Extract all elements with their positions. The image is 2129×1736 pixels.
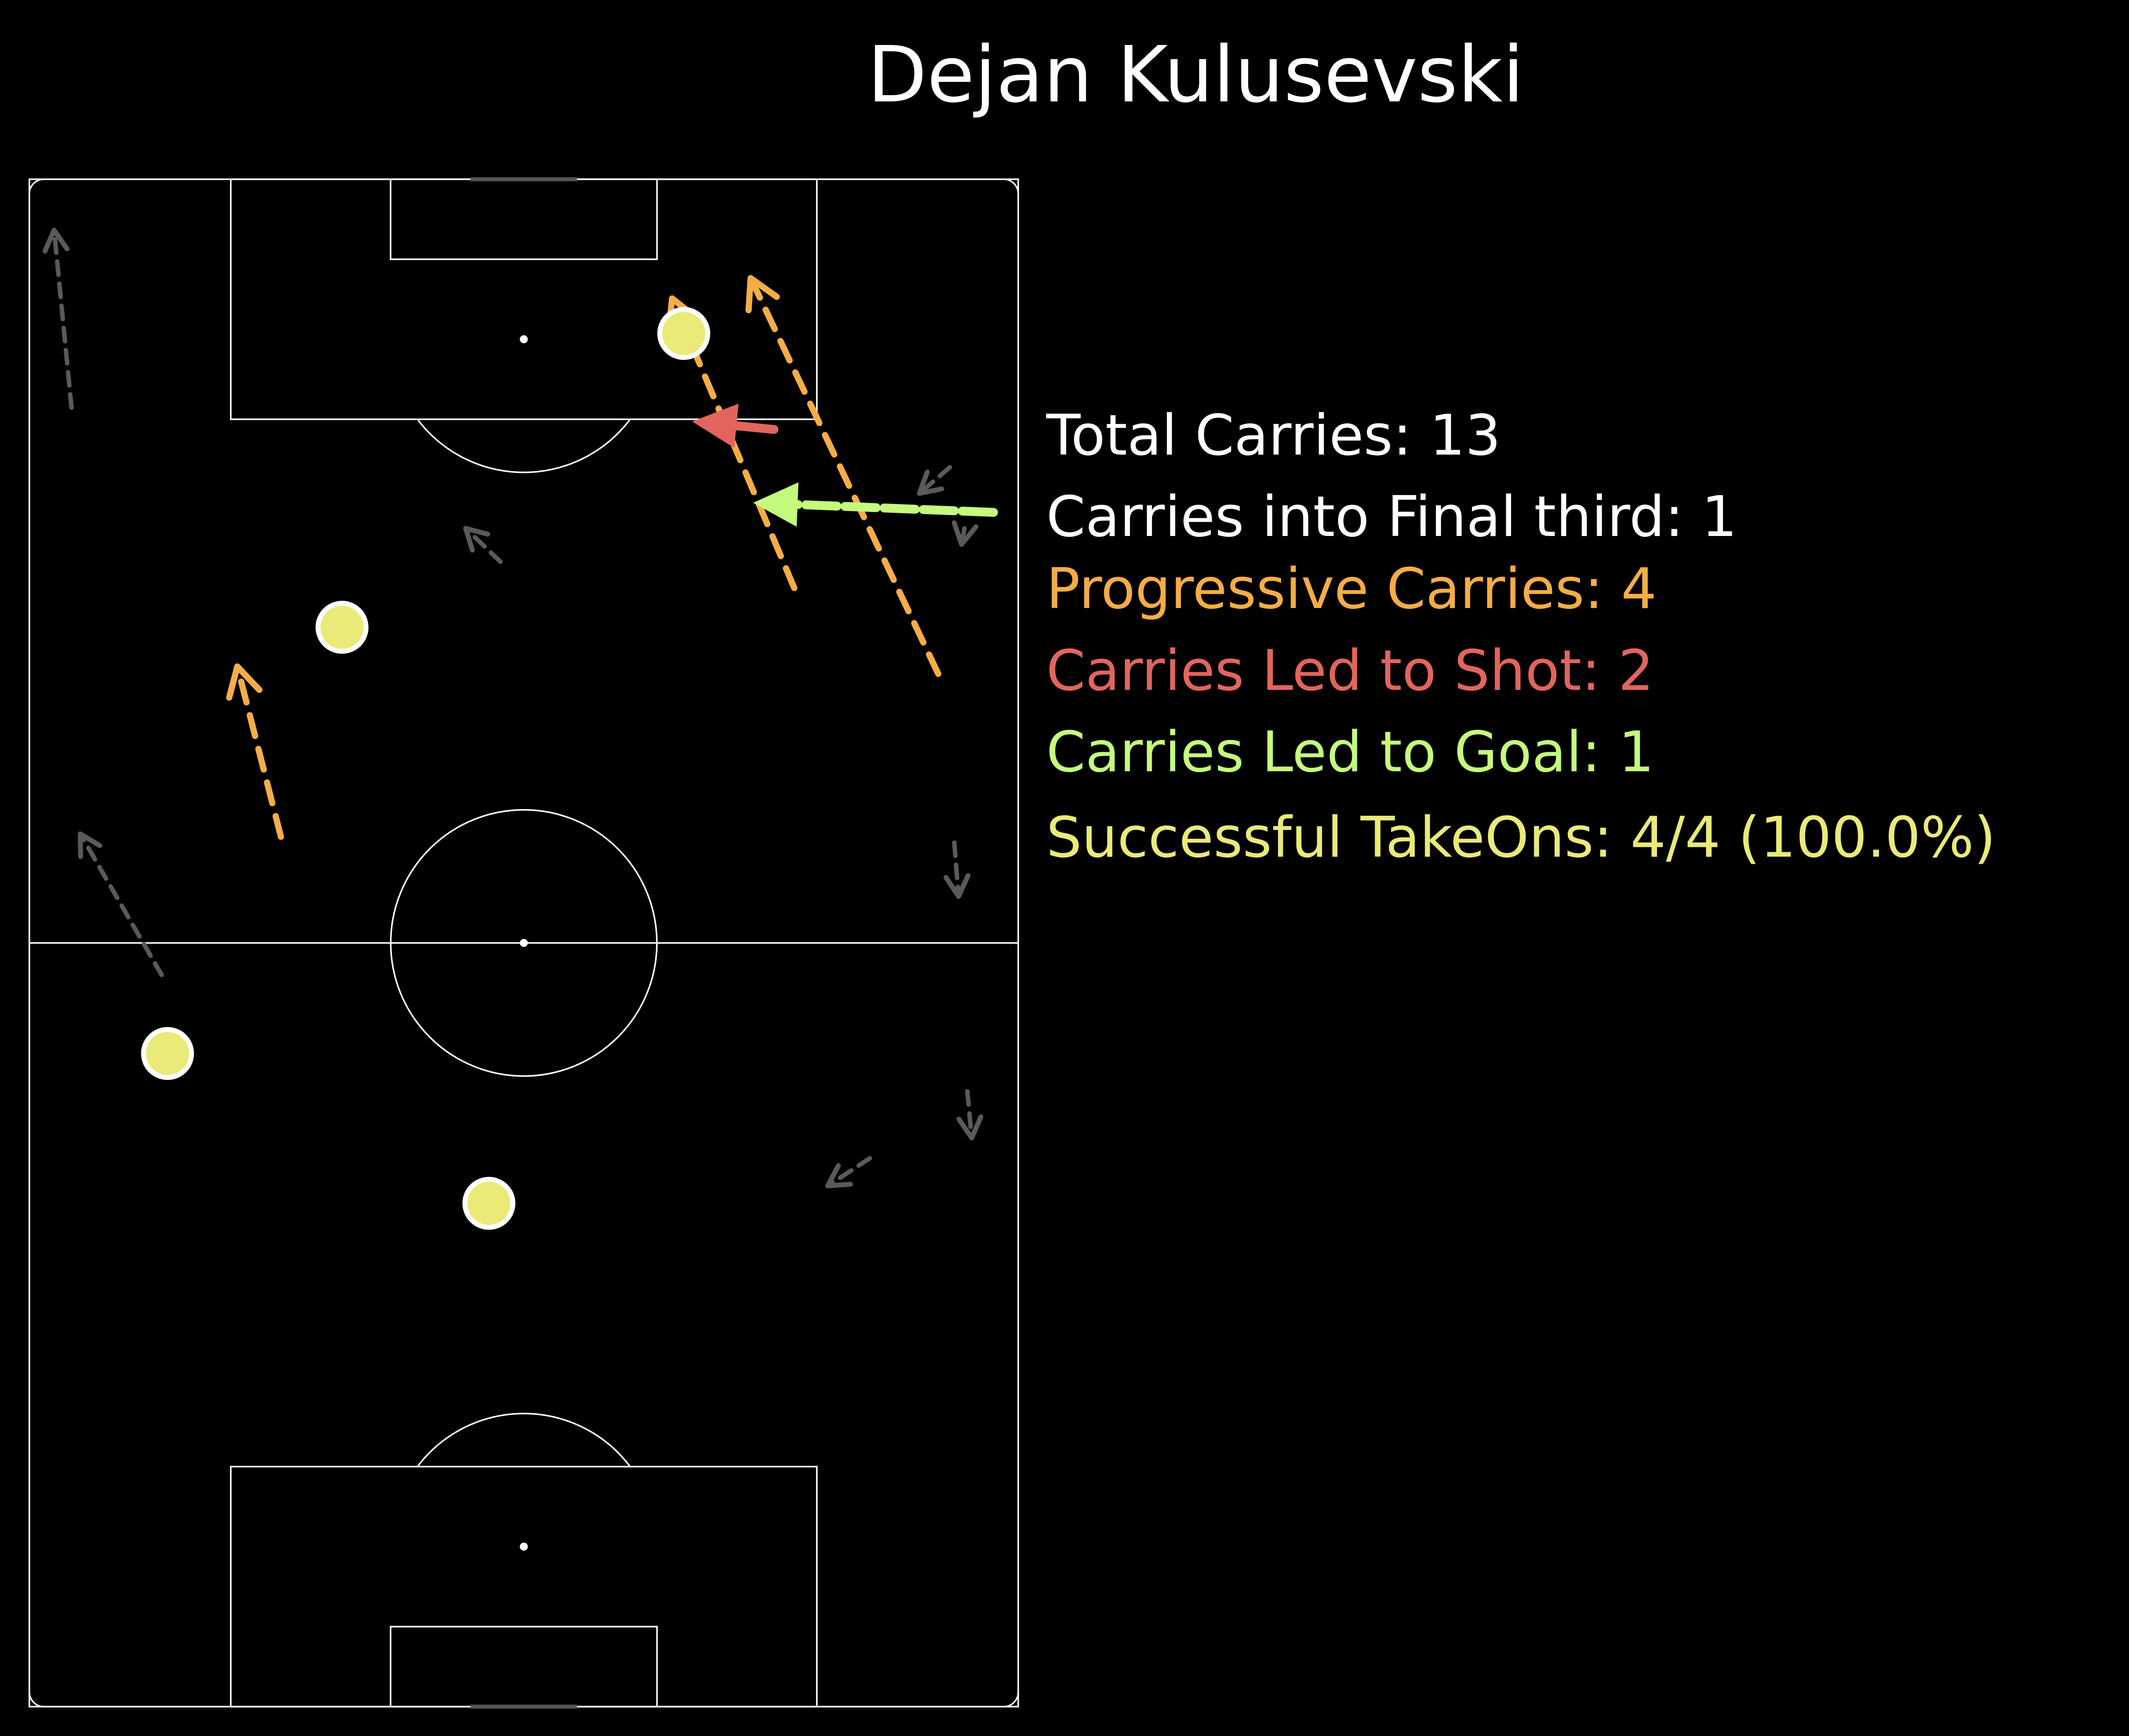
stat-line-6: Successful TakeOns: 4/4 (100.0%) bbox=[1046, 805, 1996, 870]
penalty-spot-bottom bbox=[520, 1543, 528, 1551]
takeon-marker-4 bbox=[462, 1176, 516, 1230]
stat-line-1: Total Carries: 13 bbox=[1046, 403, 1501, 468]
penalty-box-top bbox=[230, 178, 818, 420]
carry-carry-arrow-4 bbox=[962, 528, 965, 544]
corner-arc-bl bbox=[28, 1692, 44, 1708]
carry-carry-arrow-2 bbox=[466, 528, 503, 564]
progressive-carry-arrow-1 bbox=[226, 663, 284, 840]
stat-line-2: Carries into Final third: 1 bbox=[1046, 484, 1737, 549]
football-pitch bbox=[28, 177, 1019, 1709]
carry-carry-arrow-6 bbox=[954, 840, 959, 896]
stats-panel: Total Carries: 13 Carries into Final thir… bbox=[1046, 403, 1996, 870]
six-yard-box-top bbox=[390, 178, 658, 260]
penalty-spot-top bbox=[520, 335, 528, 343]
penalty-box-bottom bbox=[230, 1466, 818, 1708]
six-yard-box-bottom bbox=[390, 1626, 658, 1708]
corner-arc-tl bbox=[28, 178, 44, 194]
penalty-arc-bottom bbox=[417, 1413, 631, 1467]
progressive-carry-arrow-3 bbox=[745, 275, 942, 677]
goal-carry-arrow-1 bbox=[753, 482, 998, 527]
stat-line-5: Carries Led to Goal: 1 bbox=[1046, 719, 1654, 785]
stat-line-3: Progressive Carries: 4 bbox=[1046, 556, 1657, 621]
centre-spot bbox=[520, 939, 528, 947]
penalty-arc-top bbox=[417, 419, 631, 473]
corner-arc-tr bbox=[1004, 178, 1019, 194]
carries-layer bbox=[54, 230, 998, 1186]
carry-carry-arrow-5 bbox=[80, 834, 164, 977]
chart-title: Dejan Kulusevski bbox=[867, 30, 1524, 120]
carry-carry-arrow-3 bbox=[919, 465, 952, 494]
takeon-marker-2 bbox=[315, 600, 369, 654]
takeon-marker-3 bbox=[141, 1027, 194, 1080]
shot-carry-arrow-1 bbox=[692, 403, 778, 448]
corner-arc-br bbox=[1004, 1692, 1019, 1708]
carry-carry-arrow-7 bbox=[968, 1089, 972, 1138]
takeons-layer bbox=[141, 307, 710, 1230]
takeon-marker-1 bbox=[657, 307, 710, 360]
centre-circle bbox=[390, 809, 658, 1077]
carry-carry-arrow-1 bbox=[54, 230, 74, 410]
stat-line-4: Carries Led to Shot: 2 bbox=[1046, 638, 1654, 703]
carry-carry-arrow-8 bbox=[828, 1156, 872, 1186]
